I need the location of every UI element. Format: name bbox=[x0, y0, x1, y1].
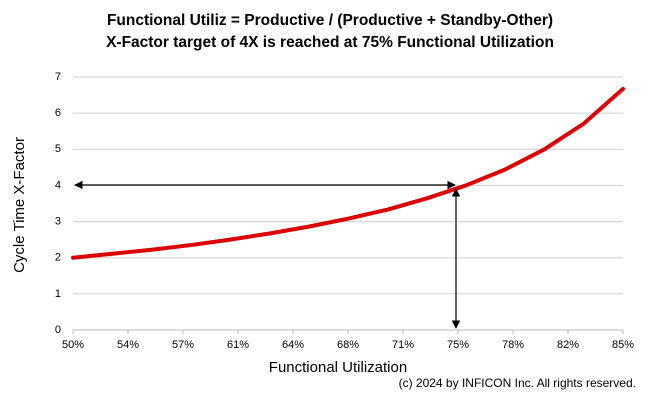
chart-subtitle: X-Factor target of 4X is reached at 75% … bbox=[106, 34, 554, 51]
line-series bbox=[71, 86, 625, 260]
y-axis-title: Cycle Time X-Factor bbox=[11, 137, 28, 273]
x-tick-label: 68% bbox=[337, 339, 359, 351]
y-tick-label: 0 bbox=[55, 324, 61, 336]
chart-title: Functional Utiliz = Productive / (Produc… bbox=[107, 12, 553, 29]
y-tick-label: 7 bbox=[55, 71, 61, 83]
y-tick-label: 5 bbox=[55, 143, 61, 155]
x-tick-label: 75% bbox=[447, 339, 469, 351]
x-tick-label: 82% bbox=[557, 339, 579, 351]
x-tick-label: 71% bbox=[392, 339, 414, 351]
plot-area: 0 1 2 3 4 5 6 7 50% 54% 57% 61% 64% 68% 71% 75% 78% 82% 85… bbox=[55, 71, 634, 351]
y-tick-label: 3 bbox=[55, 215, 61, 227]
copyright: (c) 2024 by INFICON Inc. All rights rese… bbox=[399, 376, 636, 390]
x-tick-label: 64% bbox=[282, 339, 304, 351]
x-tick-label: 57% bbox=[172, 339, 194, 351]
x-axis-title: Functional Utilization bbox=[269, 359, 407, 376]
x-tick-label: 85% bbox=[612, 339, 634, 351]
y-tick-label: 6 bbox=[55, 107, 61, 119]
x-tick-label: 54% bbox=[117, 339, 139, 351]
x-tick-label: 78% bbox=[502, 339, 524, 351]
y-tick-label: 1 bbox=[55, 288, 61, 300]
y-tick-label: 4 bbox=[55, 179, 61, 191]
x-tick-label: 61% bbox=[227, 339, 249, 351]
y-tick-label: 2 bbox=[55, 252, 61, 264]
x-tick-label: 50% bbox=[62, 339, 84, 351]
